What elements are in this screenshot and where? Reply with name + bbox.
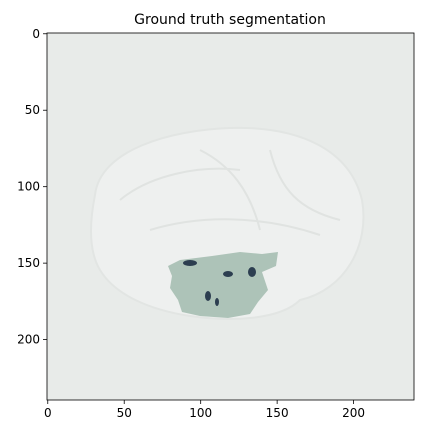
y-tick-label: 100 — [17, 180, 40, 194]
chart-title: Ground truth segmentation — [134, 12, 326, 28]
axes-frame — [46, 32, 415, 401]
image — [47, 33, 414, 400]
x-tick-label: 150 — [266, 406, 289, 420]
y-tick-label: 200 — [17, 333, 40, 347]
x-tick-label: 0 — [44, 406, 52, 420]
x-tick-label: 50 — [117, 406, 132, 420]
y-tick-label: 50 — [25, 103, 40, 117]
brain-folds — [119, 149, 341, 236]
segmentation-core — [183, 260, 256, 306]
x-tick-label: 100 — [189, 406, 212, 420]
y-tick-label: 150 — [17, 256, 40, 270]
x-tick-label: 200 — [342, 406, 365, 420]
y-tick-label: 0 — [32, 27, 40, 41]
brain-outline — [90, 126, 365, 320]
